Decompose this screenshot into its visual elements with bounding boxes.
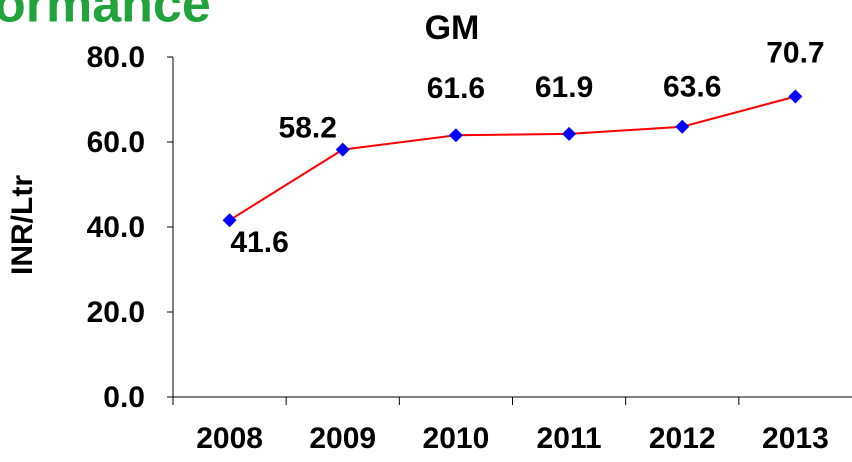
y-tick-label: 60.0 [87,126,145,159]
x-tick-label: 2009 [309,422,376,455]
x-tick-label: 2010 [423,422,490,455]
data-label: 61.9 [535,71,593,104]
y-tick-label: 20.0 [87,296,145,329]
marker [335,142,350,157]
y-tick-label: 0.0 [103,381,145,414]
data-label: 61.6 [427,72,485,105]
x-tick-label: 2012 [649,422,716,455]
chart-title: GM [425,9,480,47]
data-label: 58.2 [279,112,337,145]
data-label: 63.6 [663,71,721,104]
marker [222,213,237,228]
y-tick-label: 40.0 [87,211,145,244]
marker [562,126,577,141]
marker [788,89,803,104]
marker [448,128,463,143]
x-tick-label: 2008 [196,422,263,455]
x-tick-label: 2011 [537,422,602,455]
line [229,95,796,222]
y-axis-label: INR/Ltr [6,175,39,275]
data-label: 41.6 [230,226,288,259]
page-heading: ormance [0,0,211,34]
y-tick-label: 80.0 [87,41,145,74]
data-label: 70.7 [766,36,824,69]
marker [675,119,690,134]
x-tick-label: 2013 [762,422,829,455]
